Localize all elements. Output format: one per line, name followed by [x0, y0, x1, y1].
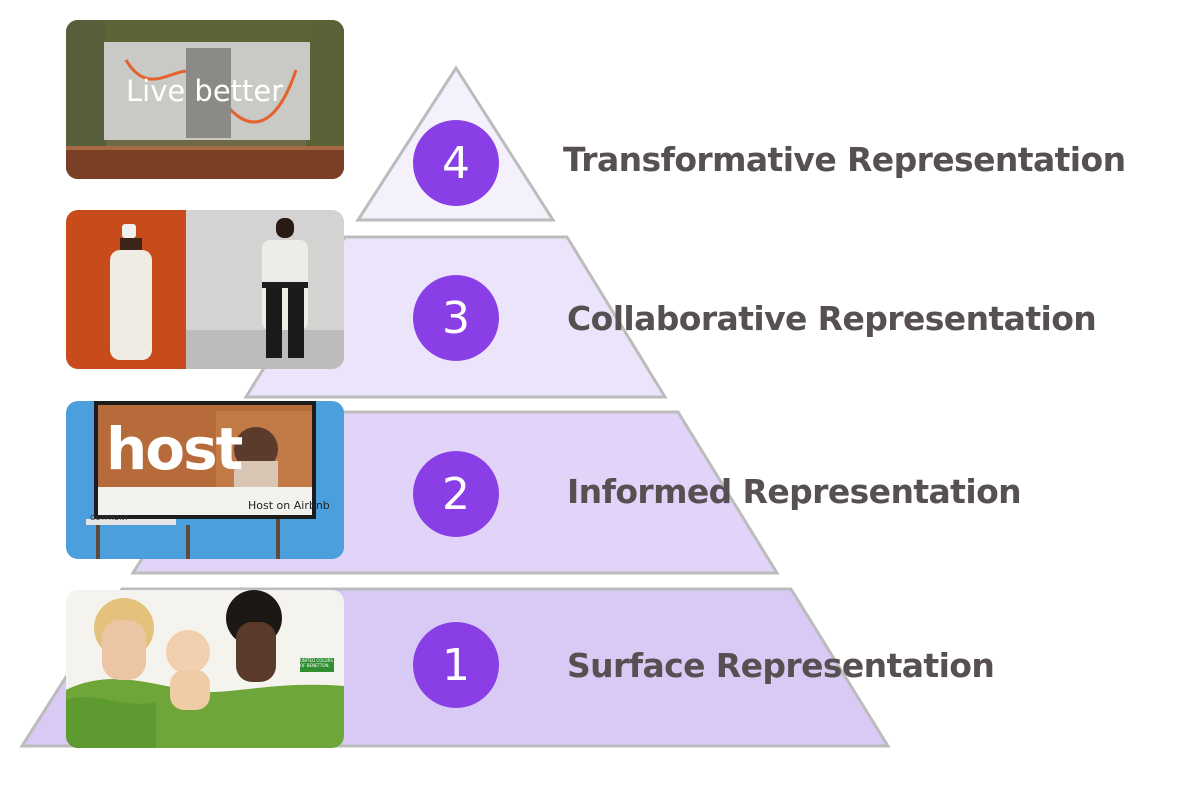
photo-live-better-billboard: Live better	[66, 20, 344, 179]
host-headline: host	[106, 415, 243, 483]
tier-1-label: Surface Representation	[567, 646, 995, 685]
photo-benetton-ad: UNITED COLORS OF BENETTON.	[66, 590, 344, 748]
tier-3-number-badge: 3	[413, 275, 499, 361]
live-better-text: Live better	[126, 74, 284, 108]
photo-airbnb-host-billboard: host Host on Airbnb OUTFRONT	[66, 401, 344, 559]
tier-1-number-badge: 1	[413, 622, 499, 708]
benetton-tag: UNITED COLORS OF BENETTON.	[300, 658, 333, 668]
photo-runway-models	[66, 210, 344, 369]
tier-2-label: Informed Representation	[567, 472, 1022, 511]
tier-3-label: Collaborative Representation	[567, 299, 1097, 338]
tier-4-number-badge: 4	[413, 120, 499, 206]
host-caption: Host on Airbnb	[248, 499, 330, 512]
tier-2-number-badge: 2	[413, 451, 499, 537]
host-frame-tag: OUTFRONT	[90, 514, 129, 522]
tier-4-label: Transformative Representation	[563, 140, 1126, 179]
